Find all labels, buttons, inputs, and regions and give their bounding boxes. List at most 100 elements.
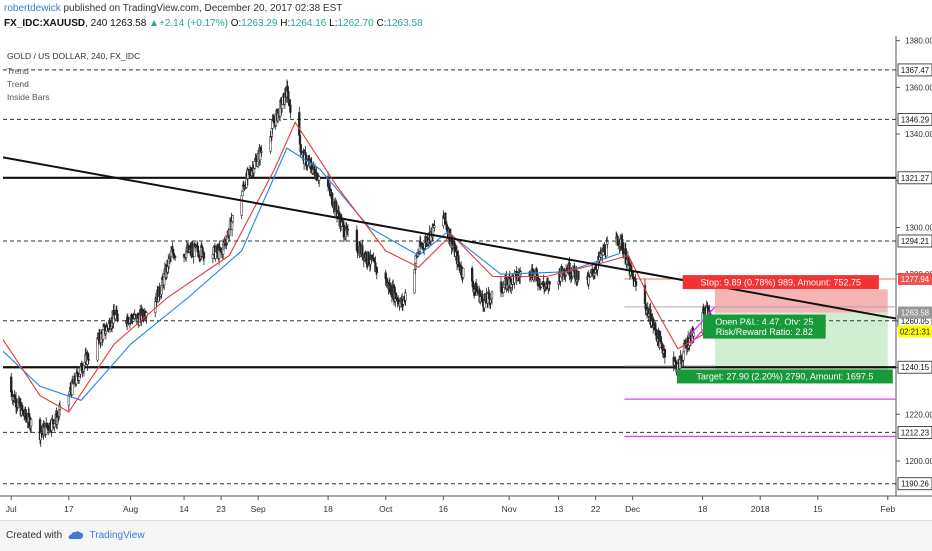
candle-down	[591, 269, 594, 273]
y-tick-label: 1340.00	[905, 130, 932, 139]
open-label: O:	[230, 18, 242, 29]
high-label: H:	[280, 18, 291, 29]
candle-up	[260, 151, 263, 153]
y-tick-label: 1360.00	[905, 83, 932, 92]
x-tick-label: 14	[179, 504, 189, 514]
level-axis-badge	[897, 426, 932, 439]
candle-up	[77, 376, 81, 381]
level-axis-label: 1212.23	[901, 428, 929, 437]
low-value: 1262.70	[337, 18, 374, 29]
publish-text: published on TradingView.com, December 2…	[60, 3, 343, 14]
risk-reward-label: Risk/Reward Ratio: 2.82	[702, 324, 826, 339]
y-tick-label: 1200.00	[905, 457, 932, 466]
created-with: Created with TradingView	[6, 530, 145, 541]
candle-down	[577, 270, 580, 280]
price-line-label: 1263.58	[901, 309, 929, 318]
y-tick-label: 1380.00	[905, 37, 932, 46]
level-axis-badge	[897, 112, 932, 126]
candle-down	[444, 212, 447, 222]
open-value: 1263.29	[241, 18, 278, 29]
x-tick-label: 2018	[751, 504, 770, 514]
tradingview-brand[interactable]: TradingView	[89, 530, 145, 541]
candle-up	[606, 241, 609, 245]
target-label: Target: 27.90 (2.20%) 2790, Amount: 1697…	[676, 369, 893, 384]
close-label: C:	[376, 18, 387, 29]
x-tick-label: 18	[698, 504, 708, 514]
candle-down	[298, 135, 302, 145]
level-axis-label: 1260.05	[901, 317, 930, 326]
stop-label: Stop: 9.89 (0.78%) 989, Amount: 752.75	[682, 275, 879, 290]
x-tick-label: 22	[591, 504, 601, 514]
candles	[10, 79, 712, 447]
x-tick-label: 13	[554, 504, 564, 514]
channel-upper-line	[689, 306, 716, 336]
ema-slow-line	[3, 147, 621, 401]
legend-item: Inside Bars	[7, 92, 50, 102]
footer-bar: Created with TradingView	[0, 520, 932, 551]
candle-up	[101, 329, 105, 340]
candle-down	[87, 359, 90, 361]
candle-up	[231, 215, 234, 222]
candle-down	[663, 349, 667, 358]
x-tick-label: Feb	[880, 504, 895, 514]
plot-area: Stop: 9.89 (0.78%) 989, Amount: 752.75 Op…	[3, 69, 896, 485]
stop-label-text: Stop: 9.89 (0.78%) 989, Amount: 752.75	[700, 277, 861, 287]
candle-up	[104, 330, 108, 334]
price-chart[interactable]: 1380.001360.001340.001320.001300.001280.…	[0, 36, 932, 520]
x-tick-label: Aug	[123, 504, 138, 514]
x-tick-label: 17	[64, 504, 74, 514]
x-tick-label: Oct	[379, 504, 393, 514]
legend-item: Trend	[7, 79, 29, 89]
ema-fast-line	[3, 121, 707, 413]
candle-down	[298, 112, 301, 136]
level-axis-badge	[897, 171, 932, 185]
candle-down	[375, 267, 378, 274]
level-axis-badge	[897, 234, 932, 248]
x-tick-label: Sep	[251, 504, 266, 514]
candle-up	[29, 419, 33, 427]
candle-up	[433, 225, 436, 228]
chart-header: robertdewick published on TradingView.co…	[0, 0, 932, 36]
level-axis-badge	[897, 63, 932, 77]
candle-down	[174, 256, 177, 258]
author-link[interactable]: robertdewick	[4, 3, 61, 14]
target-label-text: Target: 27.90 (2.20%) 2790, Amount: 1697…	[696, 372, 873, 382]
y-tick-label: 1220.00	[905, 410, 932, 419]
x-tick-label: 16	[439, 504, 449, 514]
symbol-name: FX_IDC:XAUUSD	[4, 18, 86, 29]
symbol-ohlc-row: FX_IDC:XAUUSD, 240 1263.58 ▲+2.14 (+0.17…	[4, 18, 423, 29]
created-with-text: Created with	[6, 530, 63, 541]
level-axis-label: 1190.26	[901, 480, 929, 489]
candle-down	[481, 293, 484, 300]
candle-down	[289, 104, 292, 113]
legend-item: Trend	[7, 66, 29, 76]
close-value: 1263.58	[386, 18, 423, 29]
candle-down	[116, 313, 119, 321]
level-axis-badge	[897, 360, 932, 374]
descending-trendline	[3, 156, 896, 320]
y-tick-label: 1300.00	[905, 223, 932, 232]
countdown-label: 02:21:31	[900, 327, 930, 336]
x-tick-label: 15	[813, 504, 823, 514]
x-tick-label: Nov	[502, 504, 518, 514]
stop-label-bg	[682, 275, 879, 290]
risk-reward-label-bg	[702, 324, 826, 339]
level-axis-label: 1294.21	[901, 237, 929, 246]
price-line-label: 1277.94	[901, 275, 930, 284]
risk-reward-label-text: Risk/Reward Ratio: 2.82	[716, 327, 813, 337]
candle-up	[490, 291, 494, 299]
symbol-interval: , 240	[85, 18, 108, 29]
candle-up	[318, 176, 321, 181]
candle-up	[404, 292, 407, 301]
level-axis-label: 1240.15	[901, 363, 930, 372]
low-label: L:	[329, 18, 338, 29]
candle-down	[202, 252, 206, 259]
x-tick-label: Dec	[625, 504, 641, 514]
candle-down	[346, 229, 350, 231]
candle-up	[169, 251, 173, 257]
price-change: +2.14 (+0.17%)	[159, 18, 228, 29]
candle-up	[462, 267, 465, 278]
candle-down	[367, 251, 370, 265]
level-axis-label: 1321.27	[901, 174, 929, 183]
candle-up	[240, 195, 243, 216]
